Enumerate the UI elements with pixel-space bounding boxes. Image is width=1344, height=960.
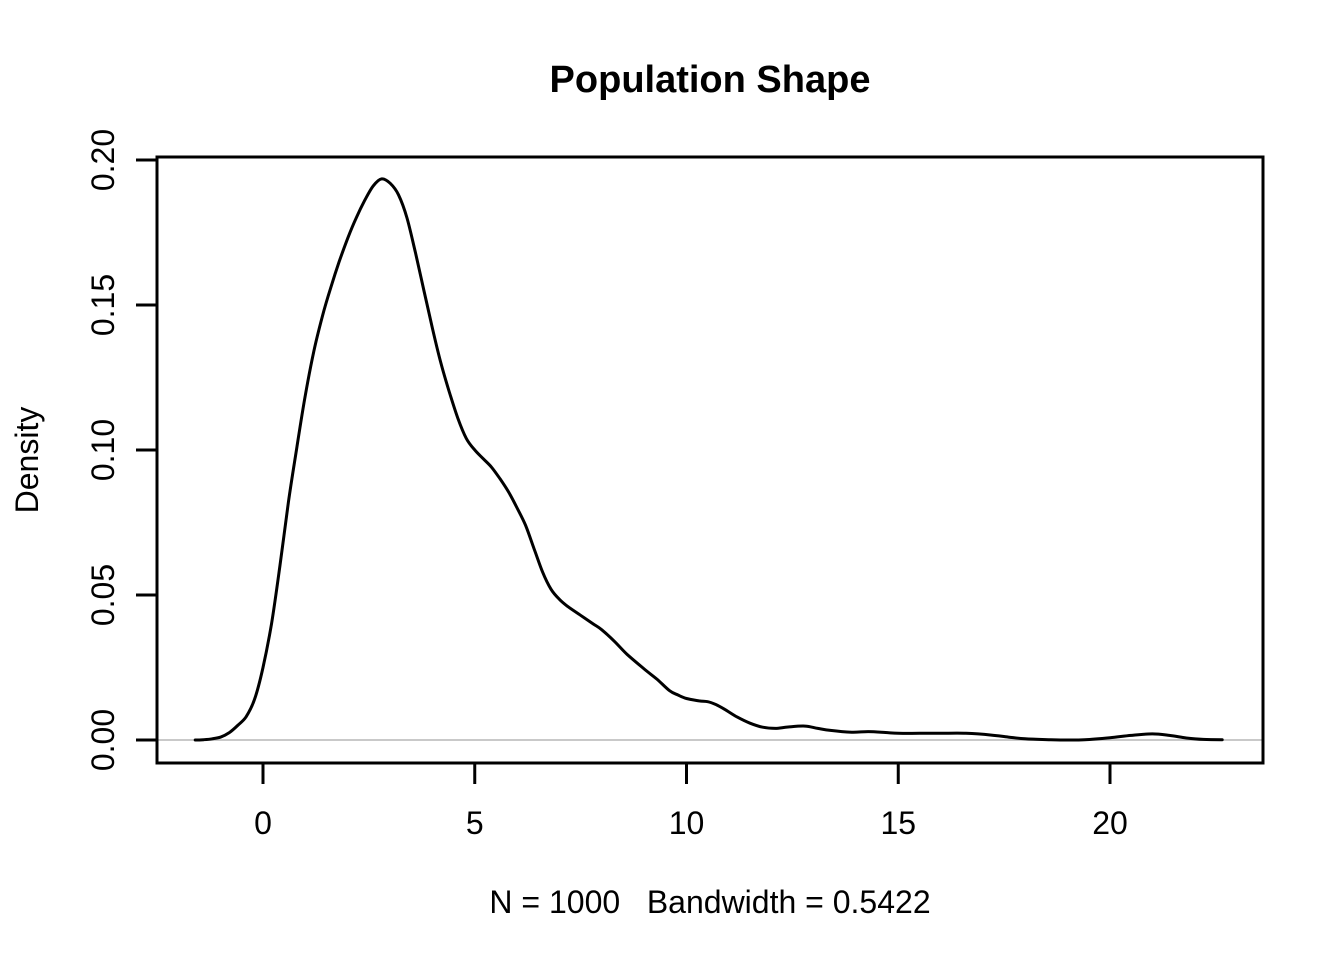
x-tick-label: 20: [1092, 805, 1128, 841]
x-axis-ticks: 0 5 10 15 20: [254, 763, 1128, 841]
x-axis-label: N = 1000 Bandwidth = 0.5422: [489, 884, 930, 920]
y-tick-label: 0.20: [85, 129, 121, 191]
y-axis-ticks: 0.00 0.05 0.10 0.15 0.20: [85, 129, 157, 771]
plot-title: Population Shape: [550, 59, 871, 101]
y-tick-label: 0.10: [85, 419, 121, 481]
y-tick-label: 0.15: [85, 274, 121, 336]
density-curve: [193, 177, 1224, 742]
y-tick-label: 0.00: [85, 709, 121, 771]
x-tick-label: 5: [466, 805, 484, 841]
y-tick-label: 0.05: [85, 564, 121, 626]
x-tick-label: 0: [254, 805, 272, 841]
plot-box: [155, 155, 1265, 765]
x-tick-label: 15: [880, 805, 916, 841]
y-axis-label: Density: [9, 407, 45, 514]
x-tick-label: 10: [669, 805, 705, 841]
